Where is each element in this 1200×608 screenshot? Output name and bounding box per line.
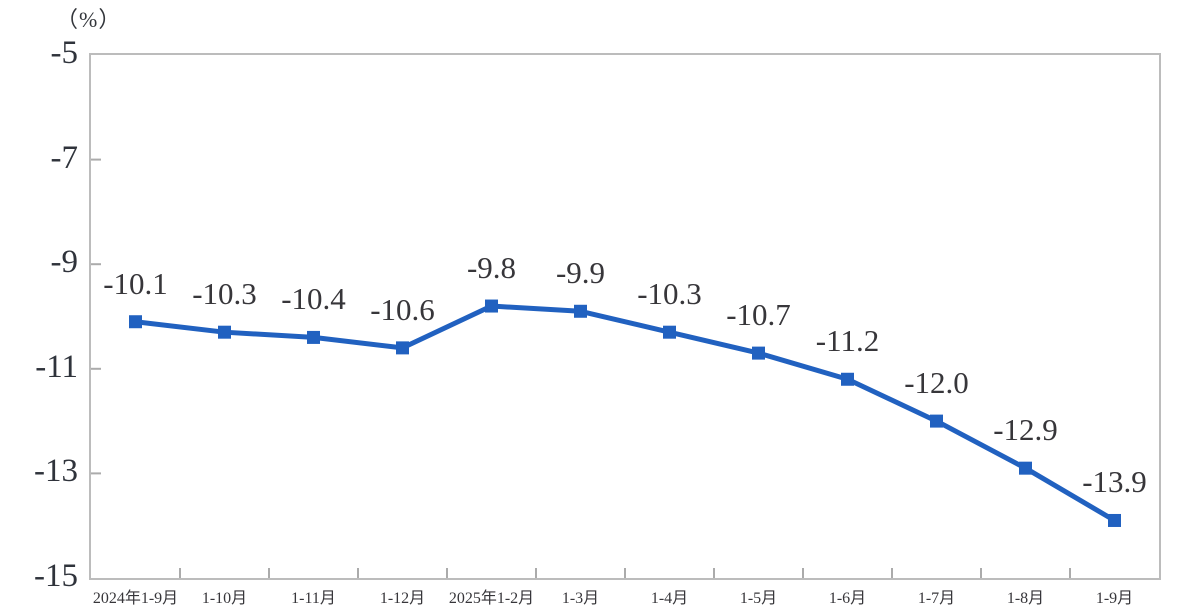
data-point-marker: [307, 330, 320, 344]
series-line: [133, 303, 1117, 523]
data-point-marker: [396, 341, 409, 355]
data-point-label: -9.8: [466, 250, 517, 286]
x-axis-category-label: 1-12月: [379, 590, 426, 607]
x-axis-category-label: 2024年1-9月: [92, 590, 179, 607]
y-axis-unit-label: （%）: [56, 7, 122, 32]
data-point-marker: [485, 299, 498, 313]
plot-area: -10.1 -10.3 -10.4 -10.6 -9.8 -9.9 -10.3 -10.7 -1…: [89, 53, 1161, 607]
data-point-marker: [574, 304, 587, 318]
y-axis-tick-label: -15: [34, 558, 78, 594]
y-axis-tick-label: -11: [35, 348, 78, 385]
data-point-marker: [841, 372, 854, 386]
data-point-label: -12.9: [993, 412, 1058, 448]
data-point-label: -12.0: [904, 365, 969, 401]
data-point-label: -11.2: [815, 323, 880, 359]
data-point-marker: [930, 414, 943, 428]
data-point-label: -10.7: [726, 297, 791, 333]
data-point-marker: [129, 315, 142, 329]
data-point-label: -10.1: [103, 265, 168, 301]
y-axis-tick-label: -5: [50, 35, 79, 71]
data-point-marker: [663, 325, 676, 339]
data-point-marker: [218, 325, 231, 339]
data-point-label: -9.9: [555, 255, 606, 291]
y-axis-tick-label: -13: [34, 453, 78, 490]
x-axis-category-label: 1-6月: [828, 590, 867, 607]
data-point-label: -10.6: [370, 291, 435, 327]
data-point-label: -10.3: [637, 276, 702, 312]
y-axis-tick-label: -9: [50, 244, 79, 281]
x-axis-category-label: 1-9月: [1095, 590, 1134, 607]
x-axis-category-label: 1-5月: [739, 590, 778, 607]
y-axis-tick-label: -7: [50, 139, 79, 176]
data-point-marker: [752, 346, 765, 360]
data-point-label: -13.9: [1082, 464, 1147, 500]
chart-canvas: [91, 158, 1121, 578]
data-point-marker: [1019, 461, 1032, 475]
x-axis-category-label: 2025年1-2月: [448, 590, 535, 607]
x-axis-category-label: 1-11月: [291, 590, 336, 607]
x-axis-category-label: 1-3月: [561, 590, 600, 607]
x-axis-category-label: 1-10月: [201, 590, 248, 607]
x-axis-category-label: 1-4月: [650, 590, 689, 607]
data-point-label: -10.4: [281, 281, 346, 317]
data-point-marker: [1108, 513, 1121, 527]
x-axis-category-label: 1-8月: [1006, 590, 1045, 607]
x-axis-category-label: 1-7月: [917, 590, 956, 607]
data-point-label: -10.3: [192, 276, 257, 312]
